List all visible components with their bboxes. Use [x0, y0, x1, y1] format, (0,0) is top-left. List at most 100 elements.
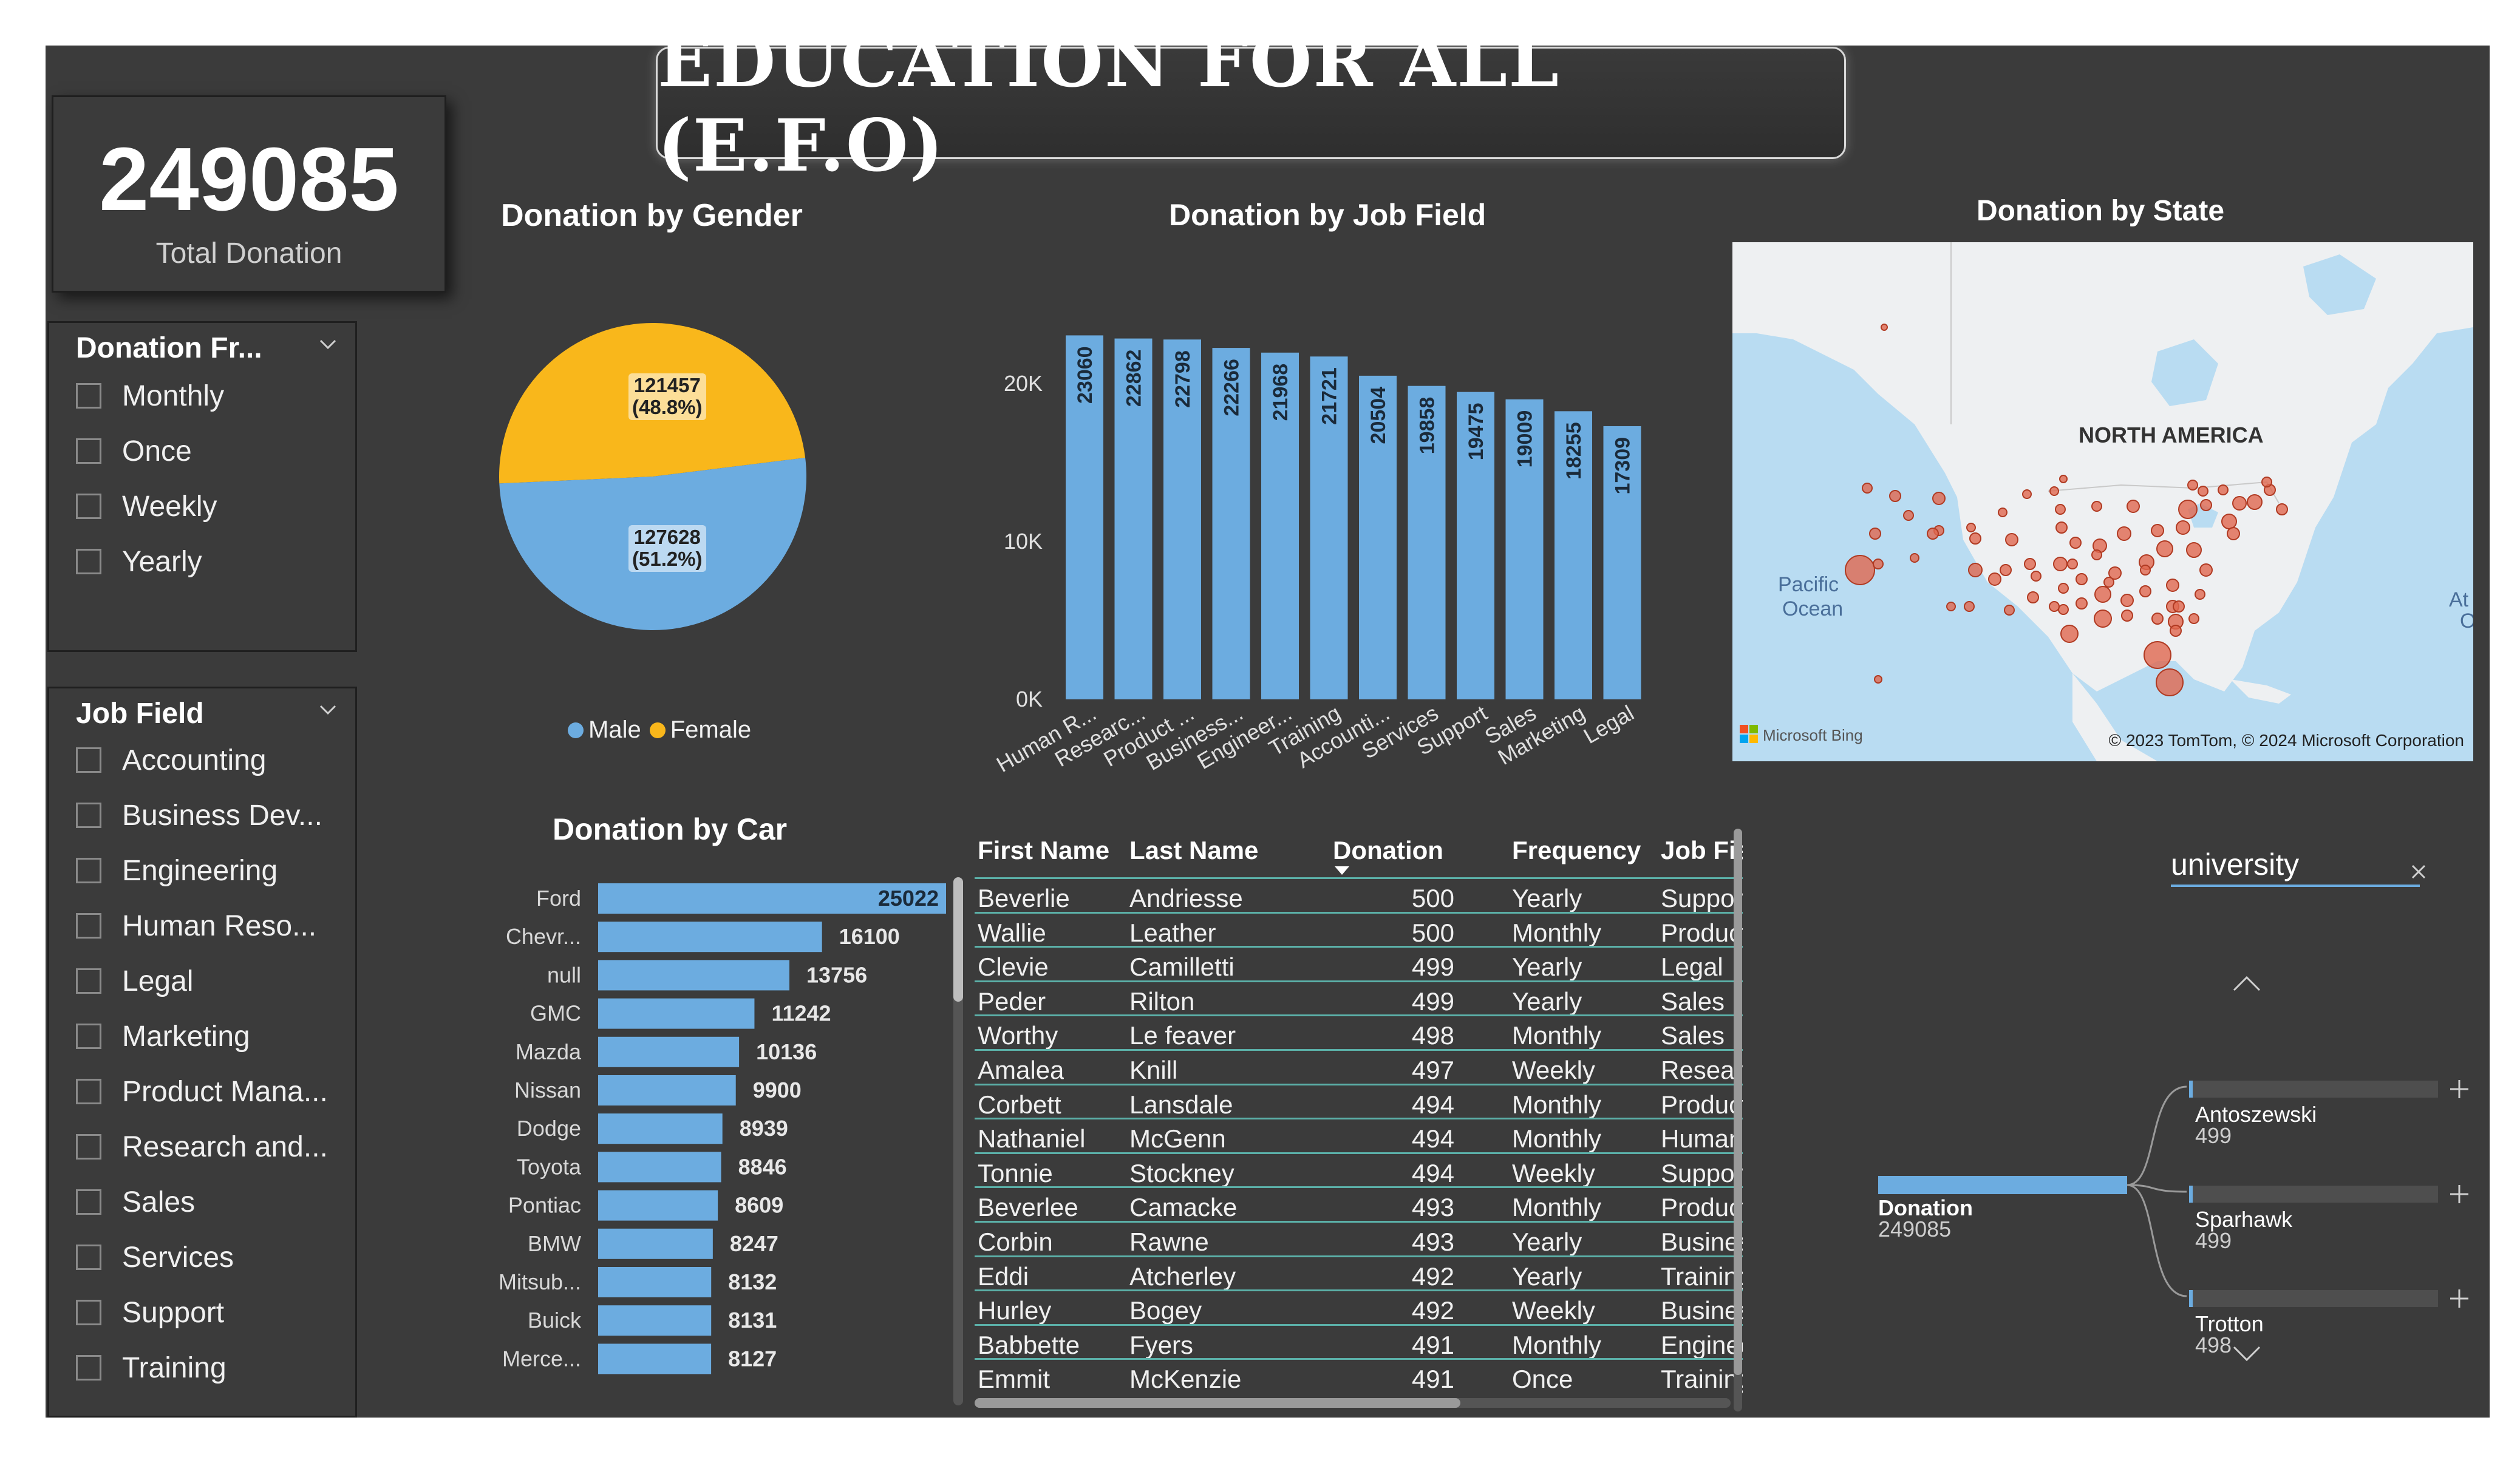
legend-label-female[interactable]: Female — [670, 716, 752, 743]
vertical-scrollbar-thumb[interactable] — [1734, 829, 1742, 1375]
state-bubble[interactable] — [2232, 496, 2247, 511]
legend-label-male[interactable]: Male — [588, 716, 641, 743]
state-bubble[interactable] — [2156, 540, 2173, 557]
state-bubble[interactable] — [2247, 494, 2263, 510]
state-bubble[interactable] — [1874, 675, 1882, 684]
bar-gmc[interactable] — [598, 998, 755, 1029]
slicer-item[interactable]: Monthly — [76, 378, 224, 414]
state-bubble[interactable] — [2091, 549, 2102, 560]
slicer-item[interactable]: Human Reso... — [76, 908, 316, 944]
checkbox[interactable] — [76, 1245, 101, 1270]
table-row[interactable]: Corbett Lansdale 494 Monthly Product — [975, 1083, 1743, 1119]
state-bubble[interactable] — [2024, 558, 2036, 570]
table-row[interactable]: Eddi Atcherley 492 Yearly Training — [975, 1255, 1743, 1291]
state-bubble[interactable] — [1966, 523, 1976, 532]
slicer-item[interactable]: Engineering — [76, 852, 278, 889]
state-bubble[interactable] — [2176, 520, 2190, 535]
state-bubble[interactable] — [2031, 571, 2042, 582]
slicer-item[interactable]: Product Mana... — [76, 1073, 328, 1110]
bar-humanr[interactable] — [1066, 335, 1103, 699]
state-bubble[interactable] — [2076, 573, 2088, 585]
state-bubble[interactable] — [2199, 563, 2213, 577]
state-bubble[interactable] — [2187, 480, 2198, 491]
checkbox[interactable] — [76, 1024, 101, 1049]
state-bubble[interactable] — [2276, 503, 2288, 515]
state-bubble[interactable] — [2178, 500, 2198, 519]
table-row[interactable]: Beverlee Camacke 493 Monthly Product — [975, 1186, 1743, 1221]
bar-product[interactable] — [1163, 339, 1201, 699]
checkbox[interactable] — [76, 968, 101, 994]
bar-training[interactable] — [1310, 356, 1348, 699]
table-row[interactable]: Peder Rilton 499 Yearly Sales — [975, 980, 1743, 1016]
column-header[interactable]: Donation — [1333, 836, 1443, 864]
state-bubble[interactable] — [2076, 597, 2088, 610]
state-bubble[interactable] — [2094, 586, 2111, 603]
state-bubble[interactable] — [1988, 572, 2001, 586]
state-bubble[interactable] — [2120, 594, 2134, 607]
checkbox[interactable] — [76, 913, 101, 939]
slicer-item[interactable]: Training — [76, 1350, 226, 1386]
scrollbar-track[interactable] — [953, 877, 963, 1405]
table-row[interactable]: Wallie Leather 500 Monthly Product — [975, 911, 1743, 947]
slicer-item[interactable]: Weekly — [76, 488, 217, 525]
slicer-item[interactable]: Business Dev... — [76, 797, 322, 834]
bar-accounti[interactable] — [1359, 375, 1397, 699]
checkbox[interactable] — [76, 803, 101, 828]
checkbox[interactable] — [76, 1079, 101, 1104]
checkbox[interactable] — [76, 1189, 101, 1215]
bar-researc[interactable] — [1114, 338, 1153, 699]
state-bubble[interactable] — [2004, 605, 2015, 616]
state-bubble[interactable] — [1903, 510, 1914, 521]
state-bubble[interactable] — [1969, 532, 1981, 545]
state-bubble[interactable] — [2221, 514, 2237, 529]
state-bubble[interactable] — [2198, 486, 2208, 497]
state-bubble[interactable] — [2049, 601, 2060, 612]
state-bubble[interactable] — [1889, 490, 1901, 502]
state-bubble[interactable] — [2022, 489, 2032, 499]
table-row[interactable]: Worthy Le feaver 498 Monthly Sales — [975, 1014, 1743, 1050]
checkbox[interactable] — [76, 494, 101, 519]
state-bubble[interactable] — [1873, 559, 1884, 569]
state-bubble[interactable] — [2127, 500, 2140, 513]
table-row[interactable]: Babbette Fyers 491 Monthly Enginee — [975, 1323, 1743, 1359]
slicer-item[interactable]: Support — [76, 1294, 224, 1331]
bar-buick[interactable] — [598, 1305, 712, 1336]
slicer-item[interactable]: Services — [76, 1239, 234, 1275]
checkbox[interactable] — [76, 549, 101, 574]
bar-null[interactable] — [598, 960, 790, 991]
table-row[interactable]: Amalea Knill 497 Weekly Resear — [975, 1049, 1743, 1084]
table-row[interactable]: Clevie Camilletti 499 Yearly Legal — [975, 946, 1743, 981]
chevron-down-icon[interactable] — [2232, 1345, 2262, 1363]
state-bubble[interactable] — [2049, 486, 2059, 496]
bar-support[interactable] — [1457, 392, 1494, 699]
state-bubble[interactable] — [1910, 553, 1919, 563]
state-bubble[interactable] — [1927, 528, 1939, 540]
state-bubble[interactable] — [1998, 508, 2007, 517]
bar-dodge[interactable] — [598, 1113, 723, 1144]
state-bubble[interactable] — [2218, 484, 2229, 495]
state-bubble[interactable] — [2060, 625, 2079, 643]
state-bubble[interactable] — [1862, 483, 1873, 494]
state-bubble[interactable] — [2140, 565, 2151, 576]
state-map[interactable]: NORTH AMERICA Pacific Ocean At O Microso… — [1732, 242, 2473, 761]
state-bubble[interactable] — [2144, 641, 2171, 669]
state-bubble[interactable] — [2067, 559, 2078, 569]
table-row[interactable]: Emmit McKenzie 491 Once Training — [975, 1358, 1743, 1393]
column-header[interactable]: Last Name — [1129, 836, 1259, 864]
state-bubble[interactable] — [1968, 563, 1983, 577]
node-bar[interactable] — [2189, 1290, 2193, 1307]
column-header[interactable]: First Name — [978, 836, 1110, 864]
bar-bmw[interactable] — [598, 1228, 713, 1259]
bar-business[interactable] — [1212, 348, 1250, 699]
checkbox[interactable] — [76, 1134, 101, 1160]
state-bubble[interactable] — [2091, 501, 2102, 512]
bar-services[interactable] — [1408, 385, 1446, 699]
slicer-item[interactable]: Once — [76, 433, 192, 469]
state-bubble[interactable] — [2000, 564, 2012, 576]
slicer-item[interactable]: Marketing — [76, 1018, 250, 1055]
checkbox[interactable] — [76, 858, 101, 883]
state-bubble[interactable] — [2186, 542, 2202, 558]
state-bubble[interactable] — [2151, 524, 2164, 537]
state-bubble[interactable] — [2058, 604, 2069, 615]
sort-descending-icon[interactable] — [1335, 866, 1349, 876]
